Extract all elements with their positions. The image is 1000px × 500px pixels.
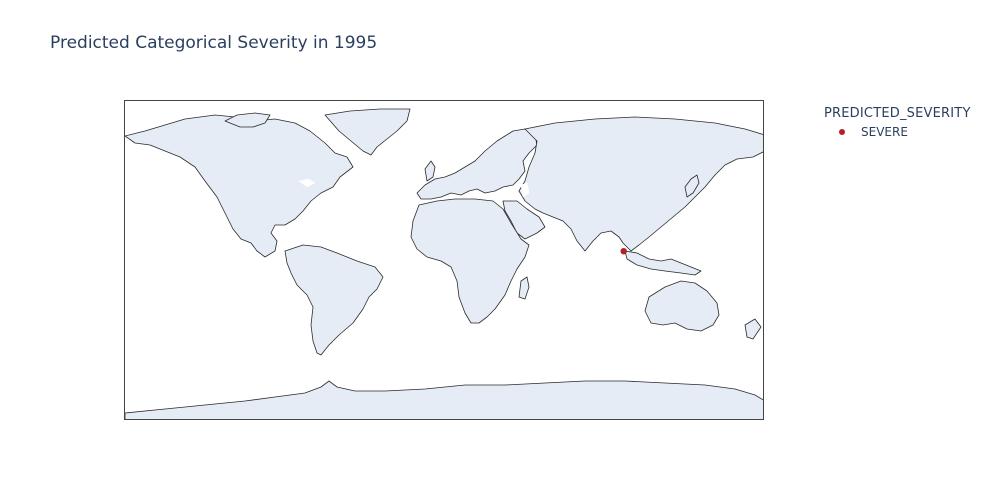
legend: PREDICTED_SEVERITY SEVERE: [824, 106, 994, 139]
great-lakes: [298, 178, 316, 188]
legend-marker-icon: [839, 129, 845, 135]
legend-item-label: SEVERE: [861, 125, 908, 139]
legend-title: PREDICTED_SEVERITY: [824, 106, 971, 121]
land-north-america: [125, 114, 354, 258]
legend-item-severe[interactable]: SEVERE: [839, 125, 994, 139]
map-canvas[interactable]: [125, 101, 764, 420]
land-africa: [410, 198, 530, 324]
land-asia: [518, 116, 763, 252]
caspian-sea: [520, 182, 530, 198]
land-australia: [644, 280, 720, 332]
land-se-asia-islands: [624, 250, 702, 276]
land-layer: [125, 108, 763, 419]
land-madagascar: [518, 276, 530, 300]
land-greenland: [324, 108, 411, 156]
chart-title: Predicted Categorical Severity in 1995: [50, 33, 378, 53]
land-antarctica: [125, 380, 763, 419]
land-uk: [424, 160, 436, 182]
land-japan: [684, 174, 700, 198]
land-arabia: [502, 200, 546, 240]
land-new-zealand: [744, 318, 762, 340]
land-south-america: [284, 244, 384, 356]
world-map[interactable]: [124, 100, 764, 420]
land-europe: [416, 128, 538, 200]
land-arctic-islands: [224, 112, 271, 128]
points-layer: [620, 248, 627, 255]
point-severe[interactable]: [620, 248, 627, 255]
